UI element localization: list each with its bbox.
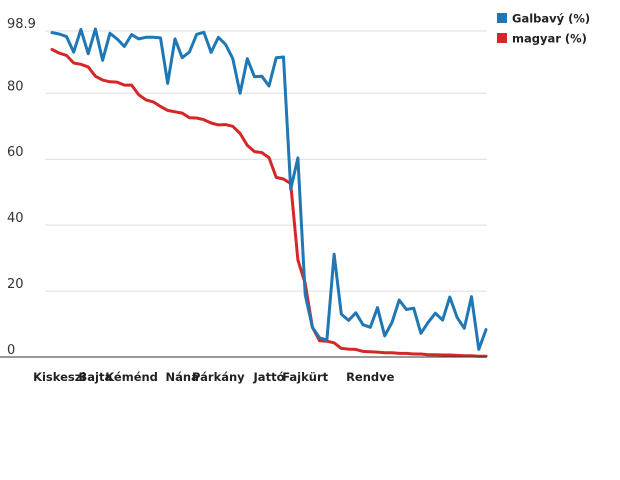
- y-tick-label: 0: [7, 343, 15, 358]
- x-tick-label: Rendve: [346, 370, 395, 384]
- x-tick-label: Nána: [166, 370, 199, 384]
- legend: Galbavý (%) magyar (%): [497, 12, 590, 46]
- x-tick-label: Fajkürt: [282, 370, 328, 384]
- y-tick-label: 80: [7, 79, 24, 94]
- series-line-magyar: [50, 48, 488, 358]
- x-tick-label: Párkány: [192, 370, 245, 384]
- x-tick-label: Kéménd: [105, 370, 158, 384]
- y-axis-tick-labels: 0 20 40 60 80 98.9: [7, 17, 36, 358]
- y-tick-label: 98.9: [7, 17, 36, 32]
- legend-label: magyar (%): [512, 32, 587, 46]
- x-tick-label: Bajta: [79, 370, 113, 384]
- legend-label: Galbavý (%): [512, 12, 590, 26]
- x-tick-label: Jattó: [253, 370, 285, 384]
- legend-swatch: [497, 13, 507, 23]
- y-tick-label: 20: [7, 277, 24, 292]
- series-line-galbavy: [50, 27, 488, 351]
- y-tick-label: 40: [7, 211, 24, 226]
- x-tick-label: Kiskeszi: [33, 370, 85, 384]
- grid-lines: [45, 30, 487, 292]
- y-tick-label: 60: [7, 145, 24, 160]
- legend-swatch: [497, 33, 507, 43]
- series-lines: [50, 27, 488, 358]
